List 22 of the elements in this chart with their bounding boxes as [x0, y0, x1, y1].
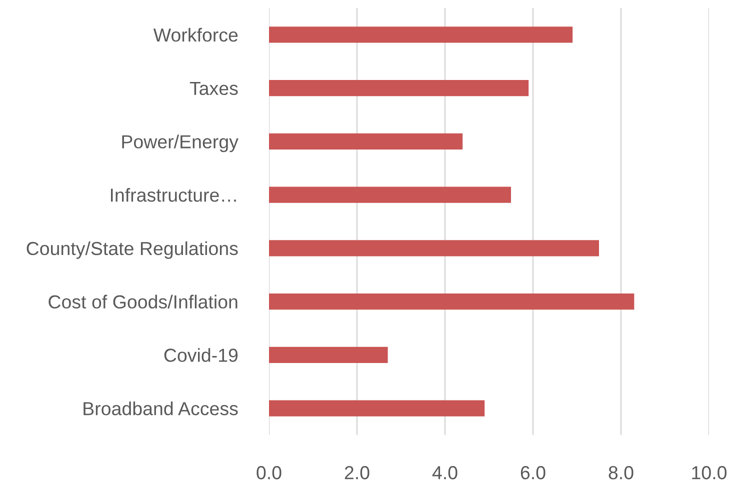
bar	[269, 133, 463, 150]
y-tick-label: Taxes	[190, 82, 238, 96]
y-tick-label: Cost of Goods/Inflation	[48, 294, 238, 309]
y-tick-label: Covid-19	[164, 348, 238, 362]
x-tick-label: 8.0	[608, 466, 634, 480]
x-tick-label: 2.0	[344, 466, 370, 480]
bar	[269, 346, 388, 363]
y-tick-label: Broadband Access	[84, 402, 238, 416]
x-tick-label: 6.0	[520, 466, 546, 480]
bar	[269, 400, 485, 416]
y-tick-label: Infrastructure…	[110, 188, 236, 202]
bar	[269, 186, 511, 203]
x-tick-label: 0.0	[256, 466, 282, 480]
y-tick-label: Power/Energy	[122, 134, 238, 152]
y-tick-label: County/State Regulations	[26, 241, 238, 259]
x-tick-label: 10.0	[692, 466, 727, 480]
x-tick-label: 4.0	[432, 466, 458, 480]
bar	[269, 240, 599, 256]
bar	[269, 80, 529, 96]
bar	[269, 26, 573, 43]
y-tick-label: Workforce	[153, 28, 238, 42]
bar	[269, 294, 634, 310]
